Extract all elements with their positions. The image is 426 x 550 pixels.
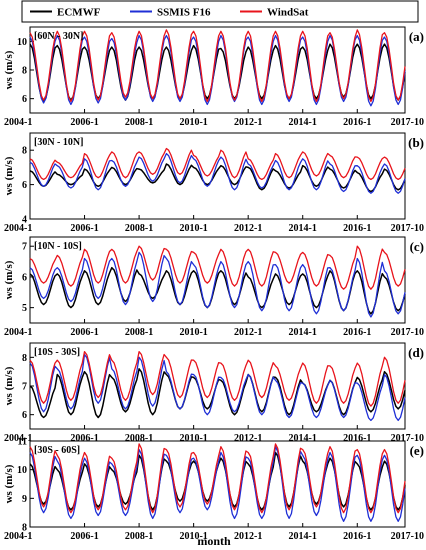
region-label: [30S - 60S] — [34, 445, 80, 456]
x-tick-label: 2008-1 — [125, 327, 153, 338]
x-tick-label: 2012-1 — [234, 117, 262, 128]
series-line-ssmis-f16 — [29, 251, 406, 318]
x-tick-label: 2008-1 — [125, 223, 153, 234]
y-tick-label: 5 — [22, 303, 27, 314]
x-tick-label: 2008-1 — [125, 117, 153, 128]
x-tick-label: 2010-1 — [179, 531, 207, 542]
x-tick-label: 2017-10 — [391, 223, 424, 234]
x-tick-label: 2012-1 — [234, 327, 262, 338]
region-label: [10N - 10S] — [34, 241, 82, 252]
region-label: [30N - 10N] — [34, 137, 83, 148]
series-line-windsat — [29, 147, 406, 181]
y-tick-label: 11 — [18, 437, 27, 448]
legend-box — [21, 0, 419, 23]
region-label: [10S - 30S] — [34, 347, 80, 358]
x-tick-label: 2010-1 — [179, 327, 207, 338]
x-tick-label: 2006-1 — [70, 531, 98, 542]
legend-label-ecmwf: ECMWF — [57, 7, 101, 19]
y-axis-title: ws (m/s) — [3, 366, 15, 405]
x-tick-label: 2006-1 — [70, 327, 98, 338]
x-tick-label: 2014-1 — [289, 223, 317, 234]
region-label: [60N - 30N] — [34, 31, 83, 42]
y-tick-label: 10 — [17, 37, 27, 48]
panel-5: 8 9 10 11 2004-1 2006-1 2008-1 2010-1 2012-1 2014… — [3, 437, 424, 543]
x-tick-label: 2016-1 — [343, 531, 371, 542]
y-tick-label: 6 — [22, 272, 27, 283]
series-line-ssmis-f16 — [29, 446, 406, 522]
panels: 6 8 10 2004-1 2006-1 2008-1 2010-1 2012-1 2014-1… — [3, 26, 424, 543]
panel-2: 4 6 8 2004-1 2006-1 2008-1 2010-1 2012-1 2014-1 2… — [3, 132, 424, 234]
x-tick-label: 2012-1 — [234, 223, 262, 234]
panel-label: (a) — [409, 29, 424, 44]
plot-frame — [29, 440, 406, 528]
y-tick-label: 8 — [22, 523, 27, 534]
series-line-windsat — [29, 29, 406, 103]
x-tick-label: 2016-1 — [343, 223, 371, 234]
panel-label: (d) — [408, 345, 424, 360]
x-tick-label: 2017-10 — [391, 117, 424, 128]
x-tick-label: 2012-1 — [234, 433, 262, 444]
y-tick-label: 10 — [17, 465, 27, 476]
y-tick-label: 6 — [22, 180, 27, 191]
y-axis-title: ws (m/s) — [3, 156, 15, 195]
x-tick-label: 2004-1 — [4, 223, 32, 234]
series-line-ssmis-f16 — [29, 353, 406, 422]
panel-3: 5 6 7 2004-1 2006-1 2008-1 2010-1 2012-1 2014-1 2… — [3, 236, 424, 338]
x-tick-label: 2017-10 — [391, 327, 424, 338]
x-tick-label: 2006-1 — [70, 117, 98, 128]
x-tick-label: 2006-1 — [70, 433, 98, 444]
x-tick-label: 2010-1 — [179, 117, 207, 128]
x-tick-label: 2014-1 — [289, 117, 317, 128]
y-axis-title: ws (m/s) — [3, 464, 15, 503]
y-tick-label: 6 — [22, 94, 27, 105]
x-tick-label: 2014-1 — [289, 433, 317, 444]
x-tick-label: 2014-1 — [289, 327, 317, 338]
x-axis-title: month — [197, 534, 231, 548]
x-tick-label: 2008-1 — [125, 433, 153, 444]
panel-1: 6 8 10 2004-1 2006-1 2008-1 2010-1 2012-1 2014-1… — [3, 26, 424, 128]
plot-frame — [29, 132, 406, 220]
y-axis-title: ws (m/s) — [3, 260, 15, 299]
panel-label: (b) — [408, 135, 424, 150]
x-tick-label: 2008-1 — [125, 531, 153, 542]
series-line-ecmwf — [29, 43, 406, 103]
x-tick-label: 2010-1 — [179, 223, 207, 234]
x-tick-label: 2004-1 — [4, 531, 32, 542]
y-tick-label: 8 — [22, 353, 27, 364]
y-tick-label: 7 — [22, 382, 27, 393]
legend: ECMWF SSMIS F16 WindSat — [21, 0, 419, 23]
series-line-ssmis-f16 — [29, 152, 406, 194]
y-tick-label: 9 — [22, 494, 27, 505]
x-tick-label: 2012-1 — [234, 531, 262, 542]
x-tick-label: 2010-1 — [179, 433, 207, 444]
panel-label: (e) — [410, 443, 424, 458]
x-tick-label: 2004-1 — [4, 327, 32, 338]
x-tick-label: 2016-1 — [343, 117, 371, 128]
y-tick-label: 8 — [22, 146, 27, 157]
x-tick-label: 2004-1 — [4, 117, 32, 128]
y-tick-label: 4 — [22, 215, 27, 226]
legend-label-windsat: WindSat — [267, 7, 309, 19]
panel-4: 6 7 8 2004-1 2006-1 2008-1 2010-1 2012-1 2014-1 2… — [3, 342, 424, 444]
series-line-windsat — [29, 350, 406, 407]
x-tick-label: 2017-10 — [391, 531, 424, 542]
legend-label-ssmis: SSMIS F16 — [157, 7, 211, 19]
y-axis-title: ws (m/s) — [3, 50, 15, 89]
x-tick-label: 2014-1 — [289, 531, 317, 542]
x-tick-label: 2017-10 — [391, 433, 424, 444]
plot-frame — [29, 236, 406, 324]
y-tick-label: 8 — [22, 66, 27, 77]
panel-label: (c) — [410, 239, 424, 254]
x-tick-label: 2006-1 — [70, 223, 98, 234]
x-tick-label: 2016-1 — [343, 327, 371, 338]
series-line-ecmwf — [29, 266, 406, 315]
x-tick-label: 2016-1 — [343, 433, 371, 444]
y-tick-label: 6 — [22, 410, 27, 421]
series-line-ecmwf — [29, 163, 406, 193]
x-tick-label: 2004-1 — [4, 433, 32, 444]
series-line-windsat — [29, 245, 406, 290]
series-line-windsat — [29, 443, 406, 514]
y-tick-label: 7 — [22, 242, 27, 253]
